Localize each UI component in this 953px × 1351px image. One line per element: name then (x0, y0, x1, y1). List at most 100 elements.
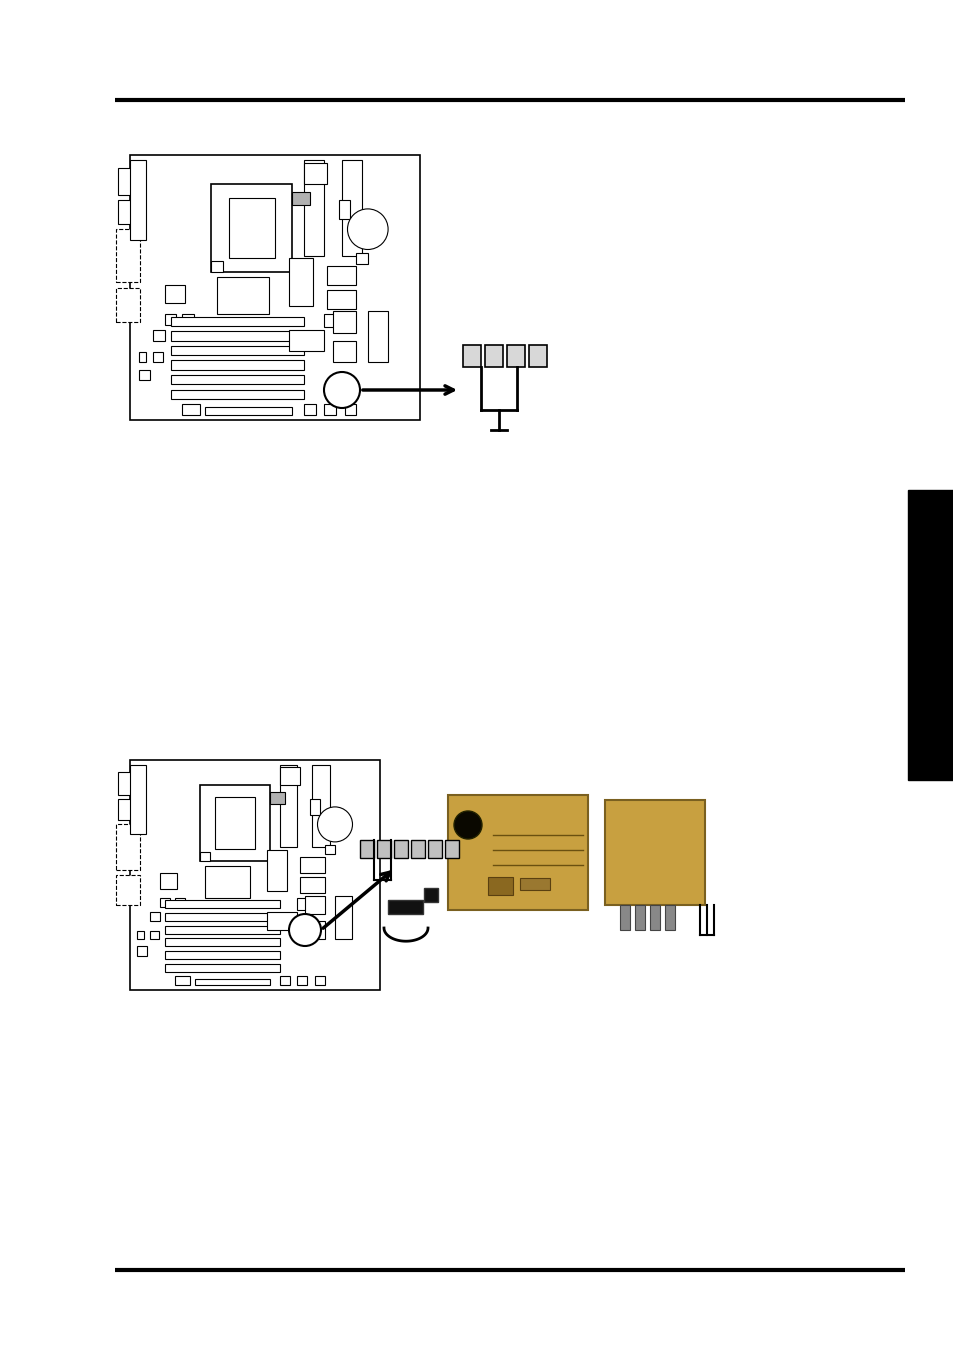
Bar (280, 767, 299, 785)
Circle shape (454, 811, 481, 839)
Bar (519, 878, 550, 890)
Bar (355, 253, 368, 263)
Bar (327, 290, 355, 308)
Bar (270, 792, 285, 804)
Bar (160, 873, 177, 889)
Bar (411, 840, 424, 858)
Bar (211, 184, 292, 272)
Bar (165, 900, 280, 908)
Bar (229, 199, 274, 258)
Bar (153, 330, 165, 340)
Bar (305, 921, 325, 939)
Bar (299, 877, 325, 893)
Bar (165, 925, 280, 934)
Bar (138, 353, 146, 362)
Bar (344, 404, 355, 415)
Bar (267, 850, 287, 892)
Bar (324, 404, 335, 415)
Bar (130, 155, 419, 420)
Bar (171, 376, 304, 384)
Bar (335, 896, 352, 939)
Bar (333, 311, 355, 332)
Bar (327, 266, 355, 285)
Bar (116, 875, 140, 905)
Bar (304, 404, 315, 415)
Bar (664, 905, 675, 929)
Bar (267, 912, 297, 931)
Bar (116, 288, 140, 322)
Bar (153, 353, 163, 362)
Bar (137, 931, 144, 939)
Bar (368, 311, 388, 362)
Bar (182, 313, 193, 324)
Bar (165, 951, 280, 959)
Bar (376, 840, 391, 858)
Bar (116, 230, 140, 282)
Bar (118, 169, 140, 195)
Bar (305, 896, 325, 915)
Bar (130, 761, 379, 990)
Bar (171, 346, 304, 355)
Bar (165, 963, 280, 971)
Bar (165, 938, 280, 946)
Bar (462, 345, 480, 367)
Bar (324, 313, 341, 327)
Bar (313, 765, 330, 847)
Bar (205, 407, 292, 415)
Bar (211, 261, 223, 272)
Circle shape (289, 915, 320, 946)
Circle shape (324, 372, 359, 408)
Bar (150, 912, 160, 921)
Bar (388, 900, 422, 915)
Bar (907, 490, 953, 780)
Circle shape (317, 807, 352, 842)
Bar (314, 977, 325, 985)
Bar (304, 161, 324, 255)
Bar (310, 798, 319, 815)
Bar (200, 852, 210, 861)
Bar (165, 285, 185, 304)
Bar (171, 316, 304, 326)
Bar (423, 888, 437, 902)
Bar (194, 978, 270, 985)
Bar (292, 192, 310, 205)
Bar (297, 898, 313, 909)
Bar (130, 765, 146, 834)
Bar (182, 404, 199, 415)
Bar (338, 200, 350, 219)
Bar (280, 765, 297, 847)
Bar (174, 898, 185, 908)
Bar (280, 977, 290, 985)
Bar (299, 857, 325, 873)
Bar (359, 840, 374, 858)
Bar (137, 946, 148, 955)
Bar (428, 840, 441, 858)
Bar (214, 797, 254, 850)
Bar (333, 340, 355, 362)
Bar (506, 345, 524, 367)
Bar (529, 345, 546, 367)
Bar (118, 771, 140, 794)
Circle shape (347, 209, 388, 250)
Bar (216, 277, 269, 313)
Bar (289, 258, 313, 307)
Bar (448, 794, 587, 911)
Bar (200, 785, 270, 861)
Bar (174, 977, 190, 985)
Bar (116, 824, 140, 870)
Bar (484, 345, 502, 367)
Bar (160, 898, 170, 908)
Bar (118, 200, 140, 224)
Bar (297, 977, 307, 985)
Bar (619, 905, 629, 929)
Bar (394, 840, 408, 858)
Bar (171, 361, 304, 370)
Bar (165, 313, 176, 324)
Bar (325, 846, 335, 854)
Bar (150, 931, 158, 939)
Bar (635, 905, 644, 929)
Bar (604, 800, 704, 905)
Bar (341, 161, 361, 255)
Bar (304, 163, 327, 184)
Bar (118, 798, 140, 820)
